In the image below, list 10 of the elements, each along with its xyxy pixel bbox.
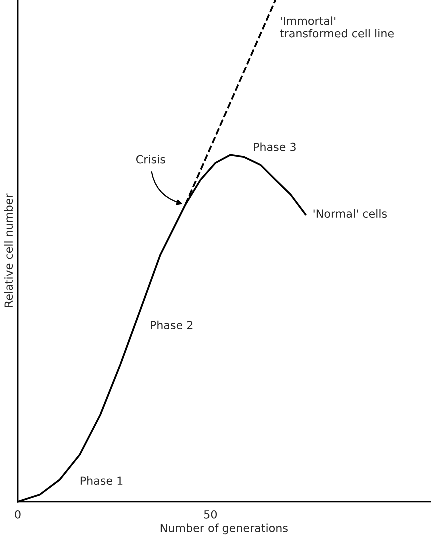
x-tick-label: 0 <box>15 510 21 519</box>
annotation: Crisis <box>136 155 166 164</box>
annotation: Phase 2 <box>151 320 193 330</box>
annotation: Phase 1 <box>80 476 123 486</box>
x-axis-title: Number of generations <box>160 524 288 535</box>
annotation: Phase 3 <box>254 142 296 152</box>
series-label: 'Normal' cells <box>314 209 388 218</box>
x-tick-label: 50 <box>204 510 218 519</box>
y-axis-title: Relative cell number <box>4 194 14 308</box>
series-label: 'Immortal' transformed cell line <box>280 16 394 38</box>
